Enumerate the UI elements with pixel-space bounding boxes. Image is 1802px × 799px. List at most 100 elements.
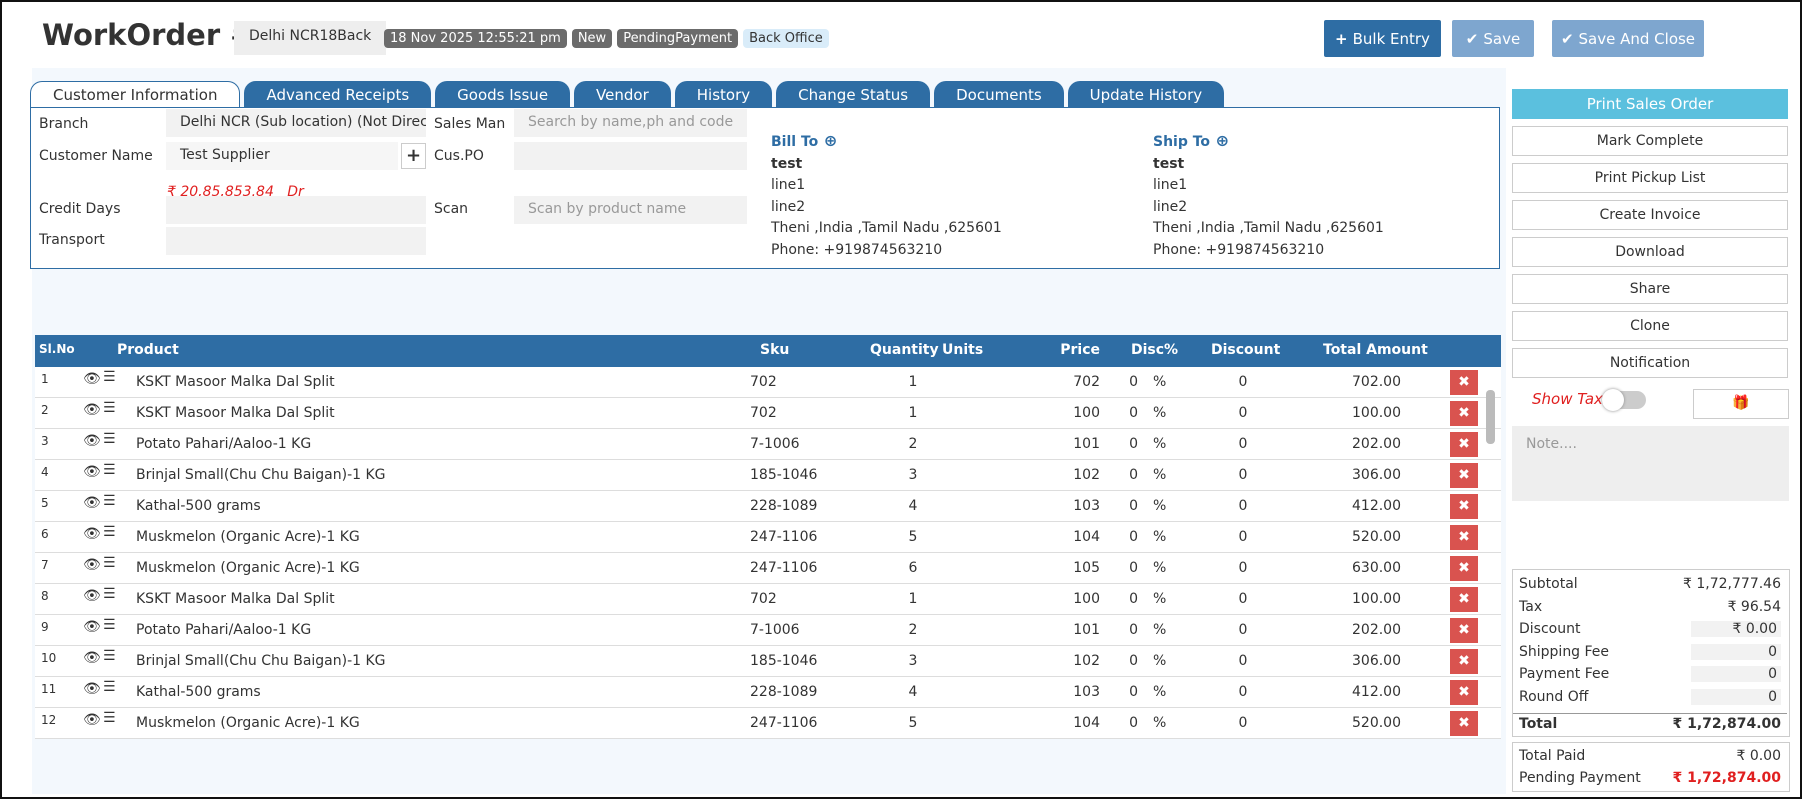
delete-button[interactable]: ✖ bbox=[1450, 432, 1478, 457]
sidebar-button[interactable]: Create Invoice bbox=[1512, 200, 1788, 230]
delete-button[interactable]: ✖ bbox=[1450, 587, 1478, 612]
view-icon[interactable]: 👁 bbox=[83, 619, 101, 635]
quantity: 3 bbox=[908, 653, 918, 669]
tab[interactable]: Customer Information bbox=[30, 81, 241, 108]
label: Credit Days bbox=[39, 201, 121, 217]
list-icon[interactable]: ☰ bbox=[103, 493, 116, 509]
discount: 0 bbox=[1238, 653, 1248, 669]
sku: 185-1046 bbox=[750, 653, 818, 669]
delete-button[interactable]: ✖ bbox=[1450, 711, 1478, 736]
list-icon[interactable]: ☰ bbox=[103, 648, 116, 664]
sl-no: 11 bbox=[41, 682, 57, 696]
tab[interactable]: Change Status bbox=[776, 81, 931, 108]
delete-button[interactable]: ✖ bbox=[1450, 401, 1478, 426]
summary-label: Shipping Fee bbox=[1519, 643, 1610, 660]
scrollbar[interactable] bbox=[1484, 370, 1498, 736]
summary-row: Shipping Fee 0 bbox=[1513, 642, 1787, 664]
sidebar-button[interactable]: Clone bbox=[1512, 311, 1788, 341]
percent-sign: % bbox=[1153, 405, 1167, 421]
delete-button[interactable]: ✖ bbox=[1450, 370, 1478, 395]
header-button[interactable]: ✔ Save And Close bbox=[1552, 20, 1704, 57]
list-icon[interactable]: ☰ bbox=[103, 617, 116, 633]
list-icon[interactable]: ☰ bbox=[103, 555, 116, 571]
view-icon[interactable]: 👁 bbox=[83, 495, 101, 511]
view-icon[interactable]: 👁 bbox=[83, 371, 101, 387]
label: Transport bbox=[39, 232, 105, 248]
po-input[interactable] bbox=[514, 142, 747, 170]
sidebar-button[interactable]: Mark Complete bbox=[1512, 126, 1788, 156]
view-icon[interactable]: 👁 bbox=[83, 588, 101, 604]
view-icon[interactable]: 👁 bbox=[83, 681, 101, 697]
tab[interactable]: Documents bbox=[934, 81, 1064, 108]
list-icon[interactable]: ☰ bbox=[103, 524, 116, 540]
header-button[interactable]: + Bulk Entry bbox=[1324, 20, 1441, 57]
badges: 18 Nov 2025 12:55:21 pm New PendingPaymen… bbox=[384, 29, 834, 48]
tab[interactable]: Advanced Receipts bbox=[244, 81, 432, 108]
add-customer[interactable]: + bbox=[401, 143, 426, 169]
tab[interactable]: Goods Issue bbox=[435, 81, 571, 108]
price: 103 bbox=[1073, 498, 1100, 514]
discount: 0 bbox=[1238, 684, 1248, 700]
list-icon[interactable]: ☰ bbox=[103, 462, 116, 478]
disc-percent: 0 bbox=[1129, 653, 1138, 669]
summary: Subtotal ₹ 1,72,777.46 Tax ₹ 96.54 Discount ₹… bbox=[1512, 569, 1790, 737]
table-header: Sl.No Product Sku Quantity Units Price Disc% Di… bbox=[35, 335, 1501, 367]
address-heading: Bill To ⊕ bbox=[771, 130, 1002, 154]
delete-button[interactable]: ✖ bbox=[1450, 618, 1478, 643]
delete-button[interactable]: ✖ bbox=[1450, 525, 1478, 550]
bill-to: Bill To ⊕ test line1 line2 Theni ,India ,Tam… bbox=[771, 130, 1002, 261]
percent-sign: % bbox=[1153, 653, 1167, 669]
sidebar-button[interactable]: Notification bbox=[1512, 348, 1788, 378]
add-address[interactable]: ⊕ bbox=[818, 131, 838, 150]
view-icon[interactable]: 👁 bbox=[83, 526, 101, 542]
quantity: 5 bbox=[908, 529, 918, 545]
view-icon[interactable]: 👁 bbox=[83, 557, 101, 573]
summary-label: Discount bbox=[1519, 621, 1581, 637]
sidebar-button[interactable]: Print Pickup List bbox=[1512, 163, 1788, 193]
list-icon[interactable]: ☰ bbox=[103, 586, 116, 602]
view-icon[interactable]: 👁 bbox=[83, 402, 101, 418]
discount: 0 bbox=[1238, 498, 1248, 514]
add-address[interactable]: ⊕ bbox=[1210, 131, 1230, 150]
price: 104 bbox=[1073, 529, 1100, 545]
status-badge: Back Office bbox=[743, 29, 829, 48]
table-row: 4 Brinjal Small(Chu Chu Baigan)-1 KG 185-1… bbox=[35, 460, 1501, 491]
label: Cus.PO bbox=[434, 148, 484, 164]
list-icon[interactable]: ☰ bbox=[103, 369, 116, 385]
disc-percent: 0 bbox=[1129, 498, 1138, 514]
delete-button[interactable]: ✖ bbox=[1450, 463, 1478, 488]
product: KSKT Masoor Malka Dal Split bbox=[136, 374, 335, 390]
gift-button[interactable]: 🎁 bbox=[1693, 389, 1789, 419]
sidebar-button[interactable]: Download bbox=[1512, 237, 1788, 267]
transport-input[interactable] bbox=[166, 227, 426, 255]
salesman-input[interactable]: Search by name,ph and code bbox=[514, 109, 747, 137]
view-icon[interactable]: 👁 bbox=[83, 464, 101, 480]
summary-label: Total Paid bbox=[1519, 748, 1586, 764]
tab[interactable]: History bbox=[674, 81, 773, 108]
delete-button[interactable]: ✖ bbox=[1450, 556, 1478, 581]
customer-name[interactable]: Test Supplier bbox=[166, 142, 398, 170]
view-icon[interactable]: 👁 bbox=[83, 712, 101, 728]
price: 100 bbox=[1073, 591, 1100, 607]
column-header: Price bbox=[1060, 342, 1100, 358]
sidebar-button[interactable]: Share bbox=[1512, 274, 1788, 304]
list-icon[interactable]: ☰ bbox=[103, 679, 116, 695]
scan-input[interactable]: Scan by product name bbox=[514, 196, 747, 224]
tab[interactable]: Update History bbox=[1067, 81, 1225, 108]
credit-input[interactable] bbox=[166, 196, 426, 224]
list-icon[interactable]: ☰ bbox=[103, 710, 116, 726]
delete-button[interactable]: ✖ bbox=[1450, 494, 1478, 519]
tab[interactable]: Vendor bbox=[574, 81, 671, 108]
delete-button[interactable]: ✖ bbox=[1450, 649, 1478, 674]
header-button[interactable]: ✔ Save bbox=[1452, 20, 1534, 57]
address-name: test bbox=[1153, 155, 1185, 172]
summary-value: ₹ 1,72,874.00 bbox=[1672, 770, 1782, 786]
list-icon[interactable]: ☰ bbox=[103, 400, 116, 416]
note-input[interactable]: Note.... bbox=[1512, 426, 1789, 501]
view-icon[interactable]: 👁 bbox=[83, 433, 101, 449]
view-icon[interactable]: 👁 bbox=[83, 650, 101, 666]
tax-toggle[interactable] bbox=[1602, 389, 1646, 411]
delete-button[interactable]: ✖ bbox=[1450, 680, 1478, 705]
list-icon[interactable]: ☰ bbox=[103, 431, 116, 447]
sidebar-button[interactable]: Print Sales Order bbox=[1512, 89, 1788, 119]
